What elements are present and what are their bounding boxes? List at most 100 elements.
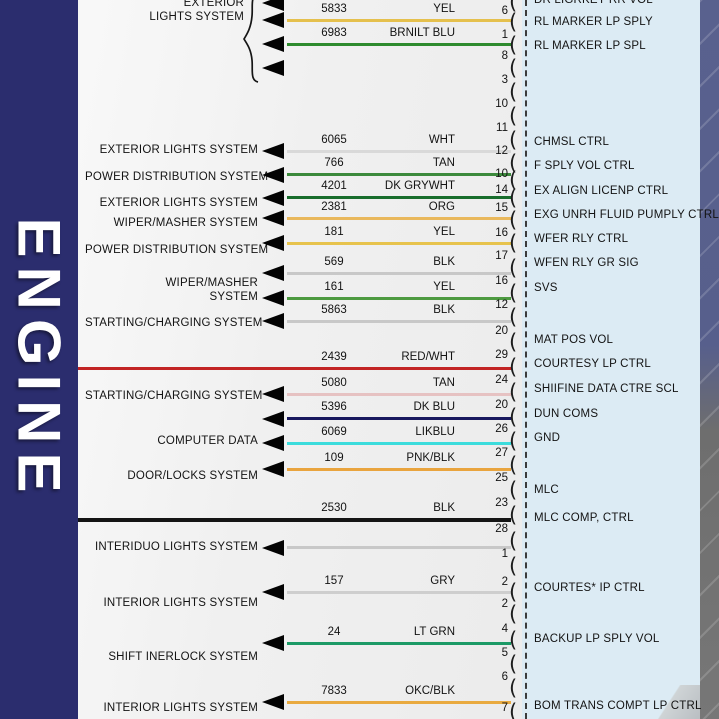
wire-color-code: BLK <box>433 304 455 316</box>
wire-line <box>287 242 511 245</box>
connector-socket: ( <box>509 80 518 104</box>
pin-number: 8 <box>501 50 508 62</box>
connector-socket: ( <box>509 676 518 700</box>
connector-socket: ( <box>509 453 518 477</box>
wire-number: 6065 <box>321 134 347 146</box>
wire-line <box>287 217 511 220</box>
pin-number: 14 <box>495 184 508 196</box>
engine-sidebar: ENGINE <box>0 0 80 719</box>
wire-arrow <box>262 635 284 651</box>
wire-line <box>287 442 511 445</box>
pin-number: 10 <box>495 168 508 180</box>
signal-label: EXG UNRH FLUID PUMPLY CTRL <box>534 209 719 221</box>
pin-number: 16 <box>495 275 508 287</box>
system-label: INTERIOR LIGHTS SYSTEM <box>103 702 258 714</box>
pin-number: 5 <box>501 647 508 659</box>
wire-number: 5863 <box>321 304 347 316</box>
signal-label: WFEN RLY GR SIG <box>534 257 639 269</box>
wire-number: 24 <box>327 626 341 638</box>
wire-line <box>287 150 511 153</box>
connector-socket: ( <box>509 330 518 354</box>
connector-socket: ( <box>509 186 518 210</box>
wire-number: 5833 <box>321 3 347 15</box>
signal-label: SVS <box>534 282 558 294</box>
panel-corner-cut <box>640 685 700 719</box>
connector-socket: ( <box>509 580 518 604</box>
wire-line <box>287 417 511 420</box>
pin-number: 28 <box>495 523 508 535</box>
wire-line <box>78 518 511 522</box>
system-label: SYSTEM <box>209 291 258 303</box>
signal-label: EX ALIGN LICENP CTRL <box>534 185 669 197</box>
system-label: POWER DISTRIBUTION SYSTEM <box>85 171 269 183</box>
wire-line <box>287 642 511 645</box>
pin-number: 26 <box>495 423 508 435</box>
wire-number: 2439 <box>321 351 347 363</box>
page-edge-texture <box>700 0 719 719</box>
wire-color-code: WHT <box>428 134 455 146</box>
signal-label: GND <box>534 432 561 444</box>
signal-label: WFER RLY CTRL <box>534 233 629 245</box>
pin-number: 6 <box>501 5 508 17</box>
wire-number: 181 <box>324 226 344 238</box>
pin-number: 2 <box>501 576 508 588</box>
wire-color-code: LT GRN <box>413 626 455 638</box>
pin-number: 1 <box>501 29 508 41</box>
wire-color-code: DK BLU <box>413 401 455 413</box>
connector-socket: ( <box>509 168 518 192</box>
system-label: EXTERIOR LIGHTS SYSTEM <box>99 144 258 156</box>
connector-socket: ( <box>509 602 518 626</box>
pin-number: 24 <box>495 374 508 386</box>
connector-socket: ( <box>509 231 518 255</box>
wire-line <box>287 173 511 176</box>
system-label: COMPUTER DATA <box>157 435 258 447</box>
connector-socket: ( <box>509 151 518 175</box>
connector-socket: ( <box>509 56 518 80</box>
system-label: EXTERIOR LIGHTS SYSTEM <box>99 197 258 209</box>
connector-socket: ( <box>509 10 518 34</box>
wire-arrow <box>262 386 284 402</box>
pin-number: 7 <box>501 702 508 714</box>
connector-socket: ( <box>509 652 518 676</box>
wire-number: 2381 <box>321 201 347 213</box>
connector-socket: ( <box>509 128 518 152</box>
system-label: EXTERIOR <box>183 0 244 9</box>
wire-color-code: GRY <box>430 575 455 587</box>
pin-number: 1 <box>501 548 508 560</box>
signal-label: MLC <box>534 484 559 496</box>
wire-line <box>287 43 511 46</box>
wire-color-code: YEL <box>433 3 455 15</box>
panel-dashed-separator <box>525 0 527 719</box>
pin-number: 2 <box>501 598 508 610</box>
connector-socket: ( <box>509 554 518 578</box>
pin-number: 20 <box>495 325 508 337</box>
connector-socket: ( <box>509 700 518 719</box>
pin-number: 12 <box>495 145 508 157</box>
wire-color-code: YEL <box>433 226 455 238</box>
wire-number: 2530 <box>321 502 347 514</box>
wire-number: 4201 <box>321 180 347 192</box>
wire-color-code: LIKBLU <box>415 426 455 438</box>
pin-number: 10 <box>495 98 508 110</box>
wire-arrow <box>262 461 284 477</box>
system-label: INTERIOR LIGHTS SYSTEM <box>103 597 258 609</box>
wire-line <box>287 19 511 22</box>
connector-socket: ( <box>509 33 518 57</box>
wire-arrow <box>262 694 284 710</box>
wire-number: 5080 <box>321 377 347 389</box>
wire-number: 157 <box>324 575 344 587</box>
system-label: DOOR/LOCKS SYSTEM <box>127 470 258 482</box>
pin-number: 25 <box>495 472 508 484</box>
signal-label: MLC COMP, CTRL <box>534 512 634 524</box>
wire-arrow <box>262 411 284 427</box>
pin-number: 23 <box>495 497 508 509</box>
wire-color-code: TAN <box>432 157 455 169</box>
wire-number: 569 <box>324 256 344 268</box>
wire-color-code: RED/WHT <box>401 351 455 363</box>
wire-arrow <box>262 60 284 76</box>
signal-label: RL MARKER LP SPL <box>534 40 646 52</box>
wire-color-code: BLK <box>433 256 455 268</box>
wire-arrow <box>262 235 284 251</box>
wire-arrow <box>262 435 284 451</box>
